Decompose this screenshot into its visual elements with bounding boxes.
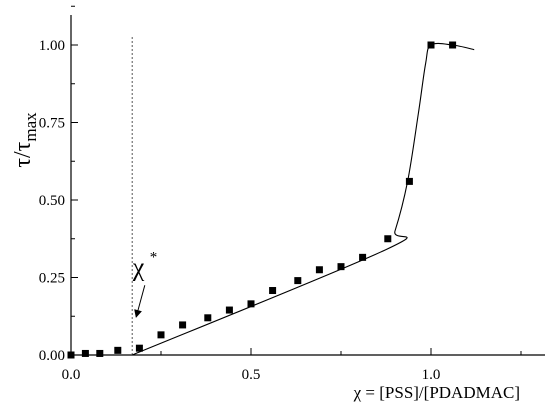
data-point — [337, 263, 345, 271]
data-point — [294, 277, 302, 285]
data-point — [384, 235, 392, 243]
data-point — [247, 300, 255, 308]
data-point — [427, 41, 435, 49]
annotation-arrow — [134, 285, 146, 318]
data-point — [204, 314, 212, 322]
data-point — [405, 177, 413, 185]
data-point — [114, 346, 122, 354]
data-point — [449, 41, 457, 49]
data-point — [96, 349, 104, 357]
x-tick-label: 0.5 — [242, 367, 261, 383]
y-axis-title-main: τ/τ — [10, 141, 36, 167]
data-point — [67, 351, 75, 359]
data-markers — [67, 41, 457, 359]
axes: 0.0 0.5 1.0 0.00 0.25 0.50 0.75 1.00 — [39, 5, 545, 383]
y-tick-label: 1.00 — [39, 38, 65, 54]
y-tick-label: 0.75 — [39, 116, 65, 132]
y-tick-label: 0.00 — [39, 348, 65, 364]
data-point — [225, 306, 233, 314]
fit-curve — [131, 42, 475, 356]
x-tick-label: 1.0 — [422, 367, 441, 383]
y-axis-title-subscript: max — [21, 112, 40, 142]
x-axis-title: χ = [PSS]/[PDADMAC] — [353, 383, 520, 402]
data-point — [157, 331, 165, 339]
data-point — [179, 321, 187, 329]
data-point — [135, 344, 143, 352]
y-axis-title: τ/τmax — [10, 112, 40, 168]
data-point — [81, 349, 89, 357]
y-tick-label: 0.25 — [39, 271, 65, 287]
x-tick-label: 0.0 — [62, 367, 81, 383]
data-point — [359, 253, 367, 261]
fit-curve-group — [131, 42, 475, 356]
data-point — [315, 266, 323, 274]
annotation-label: χ — [132, 252, 145, 281]
y-tick-label: 0.50 — [39, 193, 65, 209]
annotation-superscript: * — [150, 249, 158, 265]
annotation-group: χ * — [132, 249, 158, 318]
axis-titles: χ = [PSS]/[PDADMAC] τ/τmax — [10, 112, 520, 402]
data-point — [269, 287, 277, 295]
